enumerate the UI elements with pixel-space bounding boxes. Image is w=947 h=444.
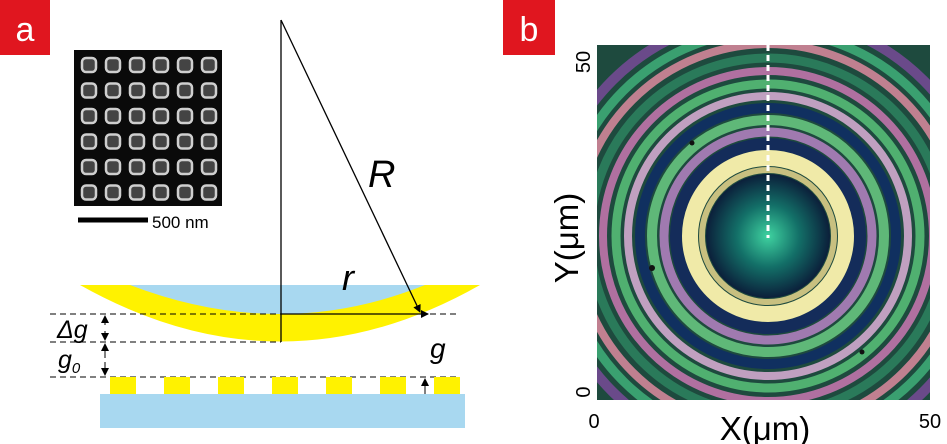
nanopillar	[200, 158, 218, 176]
sem-image	[74, 50, 222, 206]
scale-bar-label: 500 nm	[152, 213, 209, 232]
lens-glass	[130, 285, 425, 314]
nanopillar	[176, 107, 194, 125]
label-g: g	[430, 333, 446, 364]
nanopillar	[152, 107, 170, 125]
nanopillar	[104, 107, 122, 125]
nanopillar	[80, 107, 98, 125]
panel-label-box	[0, 0, 50, 55]
nanopillar	[104, 158, 122, 176]
x-tick-label: 0	[588, 411, 599, 433]
pillar	[164, 377, 190, 394]
radius-line	[280, 19, 421, 313]
label-g0: g0	[58, 346, 81, 377]
pillar	[110, 377, 136, 394]
label-g0-base: g	[58, 346, 72, 374]
nanopillar	[104, 184, 122, 201]
nanopillar	[104, 56, 122, 74]
nanopillar	[152, 158, 170, 176]
label-g0-sub: 0	[72, 360, 81, 377]
panel-label: b	[520, 11, 539, 49]
nanopillar	[176, 82, 194, 99]
x-axis-label: X(μm)	[720, 410, 811, 444]
nanopillar	[176, 158, 194, 176]
panel-b: b 50 0 0 50 Y(μm) X(μm)	[503, 0, 941, 444]
ring	[611, 79, 925, 393]
nanopillar	[152, 184, 170, 201]
y-tick-label: 50	[573, 51, 595, 73]
nanopillar	[200, 184, 218, 201]
nanopillar	[200, 56, 218, 74]
nanopillar	[128, 56, 146, 74]
nanopillar	[200, 133, 218, 150]
nanopillar	[152, 56, 170, 74]
nanopillar	[104, 82, 122, 99]
pillar	[272, 377, 298, 394]
y-tick-label: 0	[573, 386, 595, 397]
pillars	[110, 377, 460, 394]
nanopillar	[128, 133, 146, 150]
nanopillar	[128, 158, 146, 176]
pillar	[434, 377, 460, 394]
ring	[670, 138, 866, 334]
label-R: R	[368, 154, 395, 196]
interference-image	[597, 45, 930, 400]
label-r: r	[342, 257, 356, 298]
nanopillar	[128, 107, 146, 125]
dust	[649, 265, 655, 271]
panel-a: a 500 nm R r Δg g0 g	[0, 0, 480, 428]
ring	[659, 127, 877, 345]
nanopillar	[152, 82, 170, 99]
nanopillar	[152, 133, 170, 150]
dust	[859, 349, 865, 355]
nanopillar	[80, 158, 98, 176]
nanopillar	[80, 82, 98, 99]
nanopillar	[128, 184, 146, 201]
nanopillar	[80, 56, 98, 74]
nanopillar	[200, 82, 218, 99]
pillar	[326, 377, 352, 394]
nanopillar-array	[80, 56, 218, 201]
pillar	[380, 377, 406, 394]
label-delta-g: Δg	[56, 316, 88, 344]
substrate	[100, 394, 465, 428]
dust	[689, 140, 695, 146]
nanopillar	[104, 133, 122, 150]
nanopillar	[80, 133, 98, 150]
panel-label-box	[503, 0, 555, 55]
nanopillar	[176, 133, 194, 150]
nanopillar	[128, 82, 146, 99]
nanopillar	[176, 184, 194, 201]
nanopillar	[176, 56, 194, 74]
pillar	[218, 377, 244, 394]
nanopillar	[200, 107, 218, 125]
x-tick-label: 50	[919, 411, 941, 433]
y-axis-label: Y(μm)	[548, 193, 585, 284]
panel-label: a	[16, 11, 35, 49]
nanopillar	[80, 184, 98, 201]
